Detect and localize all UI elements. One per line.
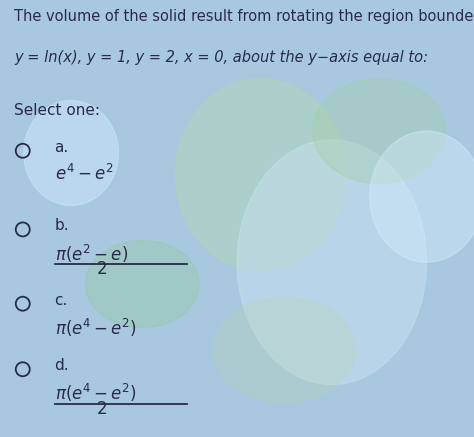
- Ellipse shape: [237, 140, 427, 385]
- Ellipse shape: [85, 240, 199, 328]
- Text: a.: a.: [55, 140, 69, 155]
- Ellipse shape: [213, 297, 356, 402]
- Text: $e^4 - e^2$: $e^4 - e^2$: [55, 164, 113, 184]
- Ellipse shape: [313, 79, 446, 184]
- Text: $\pi(e^4 - e^2)$: $\pi(e^4 - e^2)$: [55, 382, 137, 405]
- Text: The volume of the solid result from rotating the region bounded by: The volume of the solid result from rota…: [14, 9, 474, 24]
- Ellipse shape: [175, 79, 346, 271]
- Text: 2: 2: [97, 400, 108, 418]
- Text: c.: c.: [55, 293, 68, 308]
- Ellipse shape: [24, 101, 119, 205]
- Text: b.: b.: [55, 218, 69, 233]
- Text: 2: 2: [97, 260, 108, 278]
- Text: Select one:: Select one:: [14, 103, 100, 118]
- Ellipse shape: [370, 131, 474, 262]
- Text: d.: d.: [55, 358, 69, 373]
- Text: y = ln(x), y = 1, y = 2, x = 0, about the y−axis equal to:: y = ln(x), y = 1, y = 2, x = 0, about th…: [14, 50, 428, 65]
- Text: $\pi(e^2 - e)$: $\pi(e^2 - e)$: [55, 243, 128, 265]
- Text: $\pi(e^4 - e^2)$: $\pi(e^4 - e^2)$: [55, 317, 137, 339]
